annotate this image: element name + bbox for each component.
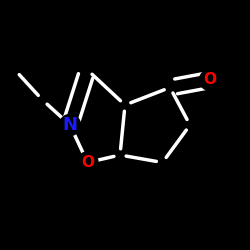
Circle shape: [200, 70, 220, 90]
Circle shape: [60, 114, 80, 136]
Circle shape: [77, 152, 98, 173]
Text: O: O: [204, 72, 216, 88]
Text: O: O: [81, 155, 94, 170]
Text: N: N: [62, 116, 78, 134]
